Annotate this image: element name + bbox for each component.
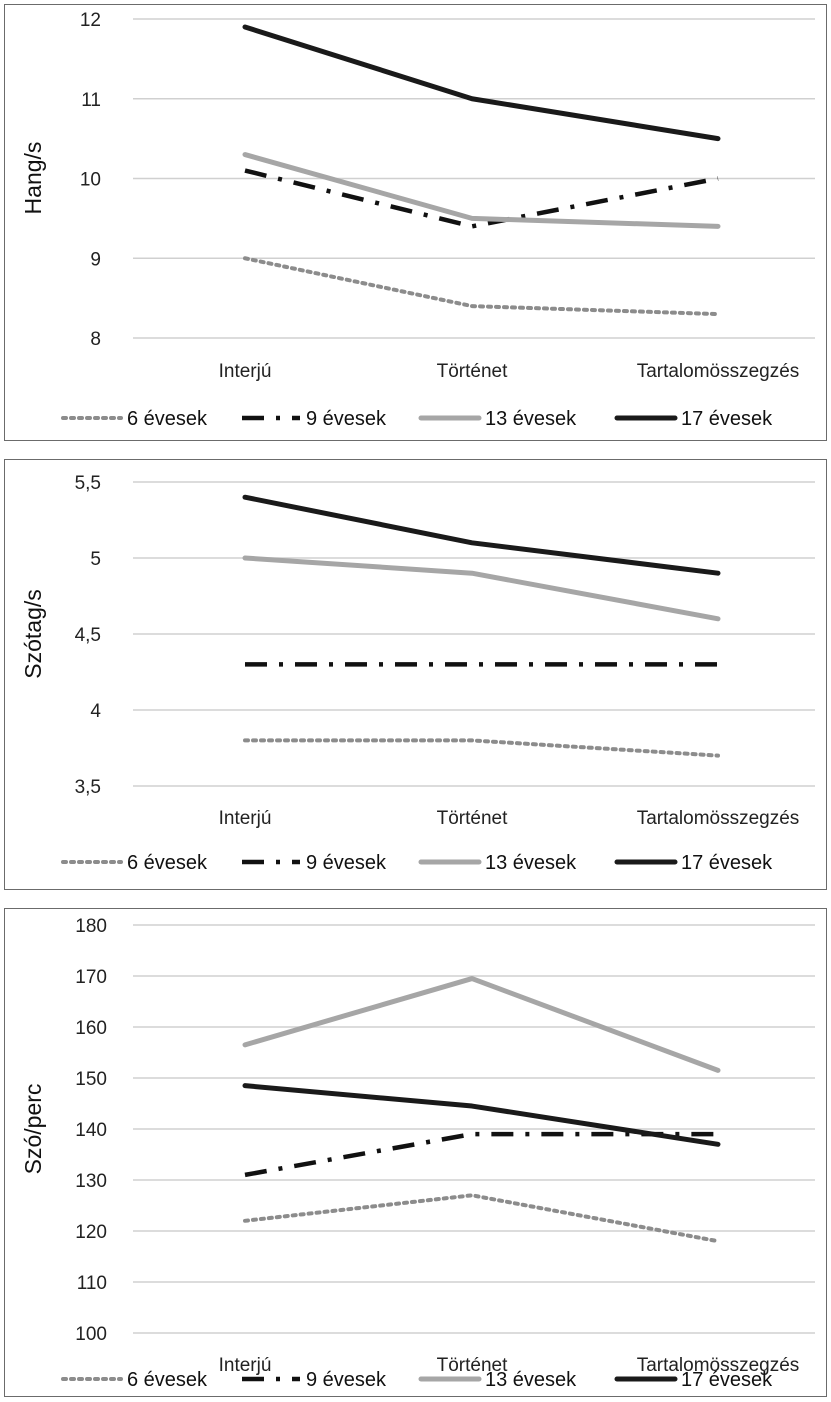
y-tick-label: 8	[90, 329, 101, 350]
x-category-label: Tartalomösszegzés	[637, 1355, 800, 1376]
legend-label: 9 évesek	[306, 408, 387, 430]
x-category-label: Interjú	[219, 361, 272, 382]
y-tick-label: 11	[81, 90, 101, 111]
legend-label: 6 évesek	[127, 408, 208, 430]
chart-svg-szo: 100 110 120 130 140 150 160 170 180 Szó/perc Inter…	[20, 916, 815, 1391]
series-line	[243, 256, 720, 317]
y-tick-label: 140	[75, 1120, 107, 1141]
x-category-label: Interjú	[219, 808, 272, 829]
y-tick-label: 4,5	[75, 625, 101, 646]
x-category-label: Történet	[437, 808, 508, 829]
chart-panel-hang: 8 9 10 11 12 Hang/s Interjú Történet Tartalomöss…	[4, 4, 827, 441]
series-line	[243, 738, 720, 758]
x-category-label: Történet	[437, 1355, 508, 1376]
chart-svg-hang: 8 9 10 11 12 Hang/s Interjú Történet Tartalomöss…	[20, 10, 815, 430]
y-tick-label: 10	[80, 170, 101, 191]
chart-svg-szotag: 3,5 4 4,5 5 5,5 Szótag/s Interjú Történet Tartal…	[20, 473, 815, 874]
legend-label: 9 évesek	[306, 1369, 387, 1391]
y-tick-label: 100	[75, 1324, 107, 1345]
legend-label: 17 évesek	[681, 852, 773, 874]
series-line	[242, 976, 721, 1073]
y-axis-label: Szótag/s	[20, 589, 46, 679]
x-category-label: Interjú	[219, 1355, 272, 1376]
y-axis-label: Szó/perc	[20, 1084, 46, 1175]
x-category-label: Történet	[437, 361, 508, 382]
y-tick-label: 170	[75, 967, 107, 988]
legend-label: 6 évesek	[127, 852, 208, 874]
x-category-label: Tartalomösszegzés	[637, 361, 800, 382]
y-tick-label: 12	[80, 10, 101, 31]
series-line	[242, 24, 721, 142]
chart-panel-szotag: 3,5 4 4,5 5 5,5 Szótag/s Interjú Történet Tartal…	[4, 459, 827, 890]
series-line	[244, 168, 719, 229]
y-tick-label: 110	[77, 1273, 107, 1294]
y-tick-label: 120	[75, 1222, 107, 1243]
series-line	[244, 1131, 718, 1178]
legend-label: 9 évesek	[306, 852, 387, 874]
y-tick-label: 180	[75, 916, 107, 937]
y-tick-label: 4	[90, 701, 101, 722]
y-tick-label: 5,5	[75, 473, 101, 494]
legend-label: 17 évesek	[681, 1369, 773, 1391]
legend-label: 13 évesek	[485, 1369, 577, 1391]
legend-label: 6 évesek	[127, 1369, 208, 1391]
legend-label: 17 évesek	[681, 408, 773, 430]
legend-label: 13 évesek	[485, 408, 577, 430]
series-line	[243, 1193, 720, 1244]
y-tick-label: 150	[75, 1069, 107, 1090]
y-axis-label: Hang/s	[20, 142, 46, 215]
y-tick-label: 160	[75, 1018, 107, 1039]
series-line	[242, 555, 721, 622]
y-tick-label: 3,5	[75, 777, 101, 798]
y-tick-label: 5	[90, 549, 101, 570]
legend-label: 13 évesek	[485, 852, 577, 874]
y-tick-label: 9	[90, 249, 101, 270]
series-line	[242, 1083, 721, 1147]
x-category-label: Tartalomösszegzés	[637, 808, 800, 829]
chart-panel-szo: 100 110 120 130 140 150 160 170 180 Szó/perc Inter…	[4, 908, 827, 1397]
y-tick-label: 130	[75, 1171, 107, 1192]
